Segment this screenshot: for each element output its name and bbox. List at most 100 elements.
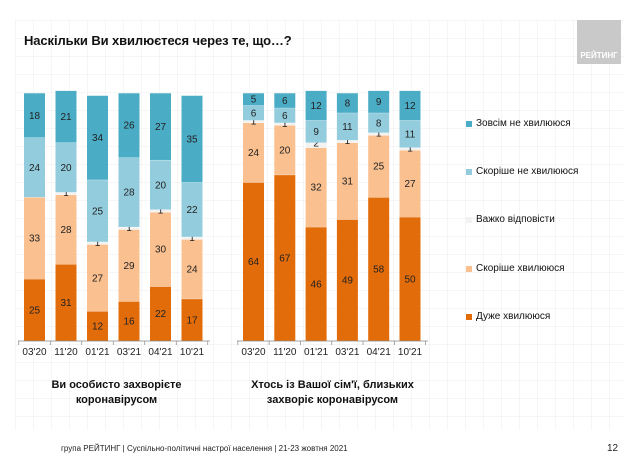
bar-segment <box>87 311 108 341</box>
data-label: 50 <box>404 275 416 286</box>
data-label: 28 <box>60 225 72 236</box>
bar-segment <box>399 120 421 148</box>
data-label: 11 <box>405 129 416 140</box>
data-label: 8 <box>345 98 351 109</box>
data-label: 9 <box>376 97 382 108</box>
bar-segment <box>243 120 264 123</box>
legend-swatch-icon <box>466 265 472 272</box>
bar-segment <box>243 182 264 341</box>
data-label: 8 <box>376 118 382 129</box>
legend-swatch-icon <box>466 216 472 223</box>
data-label: 27 <box>155 122 167 133</box>
chart-personal: 25 33 24 18 03'20 31 28 1 20 21 11'20 12 27 1 25 34 01'2… <box>18 90 210 358</box>
x-tick-label: 04'21 <box>148 347 173 358</box>
data-label: 29 <box>123 261 135 272</box>
bar-segment <box>336 140 358 143</box>
data-label: 20 <box>279 146 291 157</box>
bar-segment <box>181 236 203 240</box>
data-label: 1 <box>251 116 257 127</box>
data-label: 1 <box>189 233 195 244</box>
bar-segment <box>24 279 45 341</box>
chart-title: Наскільки Ви хвилюєтеся через те, що…? <box>24 33 292 48</box>
bar-segment <box>150 212 171 287</box>
bar-segment <box>181 239 203 299</box>
legend-item-rather-worried: Скоріше хвилююся <box>466 263 565 274</box>
left-group-label-line1: Ви особисто захворієте <box>51 379 182 391</box>
bar-segment <box>336 142 358 220</box>
x-tick-label: 11'20 <box>54 347 78 358</box>
data-label: 12 <box>311 101 323 112</box>
data-label: 31 <box>60 298 72 309</box>
rating-logo-text: РЕЙТИНГ <box>580 51 618 60</box>
bar-segment <box>55 90 77 143</box>
bar-segment <box>274 122 296 126</box>
data-label: 6 <box>282 96 288 107</box>
legend-swatch-icon <box>466 313 472 320</box>
data-label: 2 <box>313 139 319 150</box>
bar-segment <box>399 147 421 151</box>
bar-segment <box>368 132 390 136</box>
bar-segment <box>118 157 140 227</box>
data-label: 1 <box>345 136 351 147</box>
x-tick-label: 01'21 <box>85 347 110 358</box>
rating-logo <box>577 20 621 64</box>
bar-segment <box>118 226 140 230</box>
bar-segment <box>243 105 264 121</box>
legend-label: Дуже хвилююся <box>476 311 551 322</box>
bar-segment <box>87 179 108 242</box>
data-label: 5 <box>251 95 257 106</box>
chart-family: 642416503'20672016611'204632291201'21493… <box>237 90 428 358</box>
bar-segment <box>181 182 203 237</box>
legend-label: Зовсім не хвилююся <box>476 118 571 129</box>
bar-segment <box>87 95 108 180</box>
data-label: 16 <box>123 317 135 328</box>
right-group-label-line1: Хтось із Вашої сім'ї, близьких <box>251 379 414 391</box>
bar-segment <box>305 226 327 341</box>
x-tick-label: 11'20 <box>273 347 297 358</box>
data-label: 6 <box>282 111 288 122</box>
data-label: 46 <box>311 279 323 290</box>
x-tick-label: 04'21 <box>367 347 392 358</box>
bar-segment <box>274 174 296 341</box>
data-label: 12 <box>92 322 104 333</box>
bar-segment <box>87 244 108 312</box>
x-tick-label: 10'21 <box>180 347 205 358</box>
data-label: 33 <box>29 234 41 245</box>
data-label: 1 <box>158 206 164 217</box>
bar-segment <box>118 229 140 302</box>
data-label: 1 <box>126 223 132 234</box>
legend-item-rather-not-worried: Скоріше не хвилююся <box>466 166 578 177</box>
right-group-label: Хтось із Вашої сім'ї, близьких захворіє … <box>230 378 435 408</box>
left-group-label-line2: коронавірусом <box>75 394 158 406</box>
data-label: 27 <box>404 179 416 190</box>
bar-segment <box>150 93 171 160</box>
data-label: 27 <box>92 273 104 284</box>
data-label: 25 <box>92 206 104 217</box>
legend-label: Важко відповісти <box>476 214 555 225</box>
data-label: 26 <box>123 121 135 132</box>
legend-item-not-worried-at-all: Зовсім не хвилююся <box>466 118 571 129</box>
data-label: 9 <box>313 127 319 138</box>
bar-segment <box>305 142 327 148</box>
data-label: 11 <box>342 122 353 133</box>
x-tick-label: 03'20 <box>241 347 266 358</box>
bar-segment <box>399 150 421 217</box>
data-label: 28 <box>123 188 135 199</box>
x-tick-label: 03'21 <box>335 347 360 358</box>
data-label: 18 <box>29 111 41 122</box>
bar-segment <box>55 142 77 193</box>
data-label: 25 <box>29 306 41 317</box>
bar-segment <box>55 264 77 341</box>
bar-segment <box>368 135 390 198</box>
data-label: 20 <box>155 180 167 191</box>
data-label: 32 <box>311 183 323 194</box>
data-label: 24 <box>186 265 198 276</box>
data-label: 12 <box>404 101 416 112</box>
legend-swatch-icon <box>466 168 472 175</box>
data-label: 1 <box>95 238 101 249</box>
bar-segment <box>181 95 203 183</box>
bar-segment <box>305 147 327 227</box>
bar-segment <box>336 219 358 341</box>
data-label: 24 <box>29 163 41 174</box>
